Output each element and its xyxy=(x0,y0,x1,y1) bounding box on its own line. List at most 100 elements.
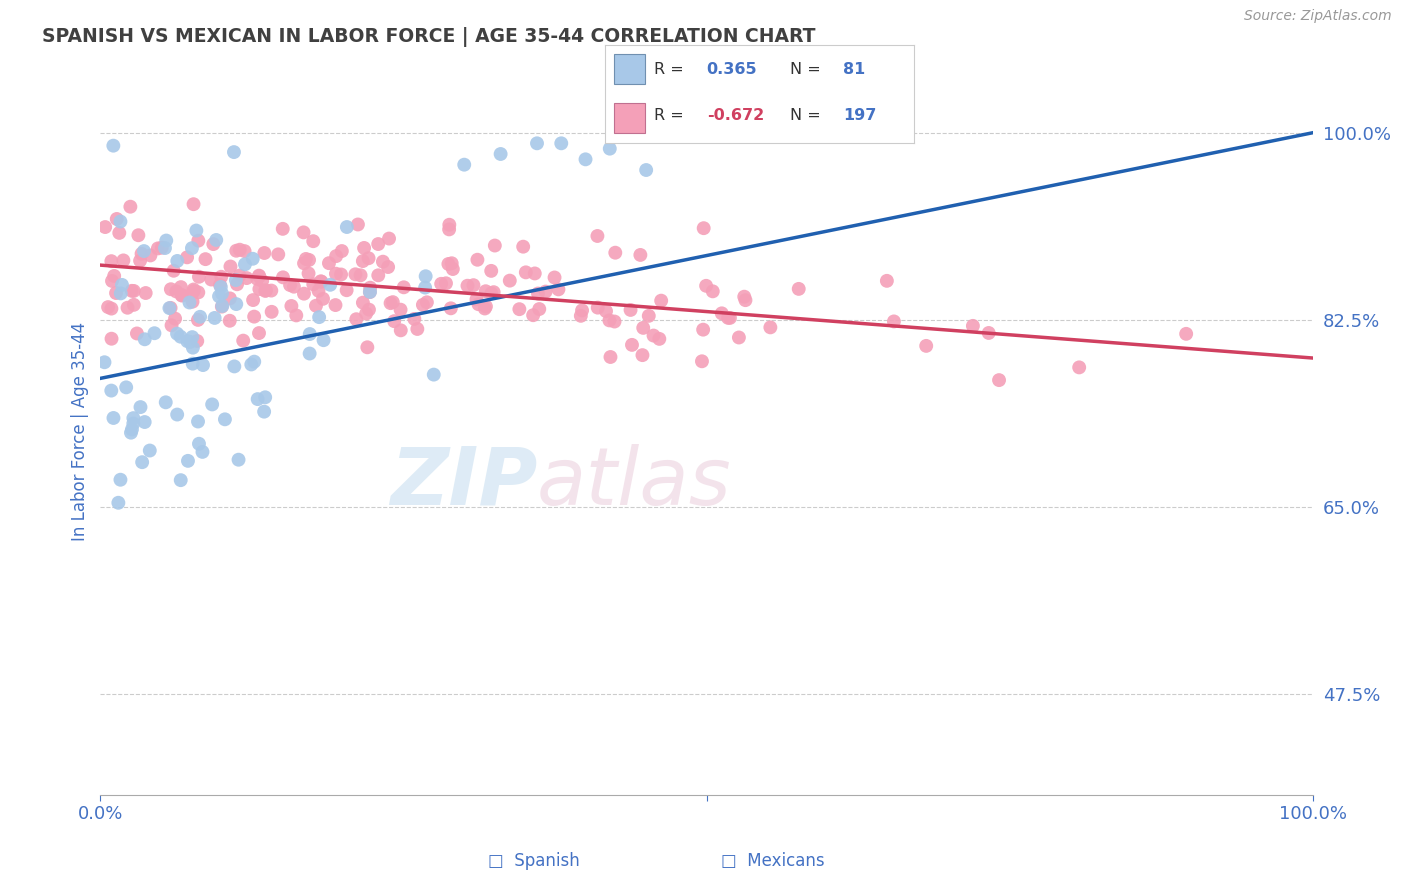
Point xyxy=(392,280,415,294)
Point xyxy=(474,301,496,316)
Point xyxy=(209,280,232,294)
Point xyxy=(367,237,389,252)
Point xyxy=(728,330,751,344)
Point xyxy=(181,330,204,344)
Point xyxy=(515,265,537,279)
Point xyxy=(382,314,405,328)
Point xyxy=(636,163,658,178)
Point xyxy=(247,269,270,284)
Point xyxy=(150,241,173,255)
Point xyxy=(479,286,502,301)
Point xyxy=(330,268,353,282)
Point xyxy=(132,244,155,258)
Point xyxy=(101,274,124,288)
Point xyxy=(637,309,659,323)
Point xyxy=(153,241,176,255)
Point xyxy=(977,326,1000,340)
Point xyxy=(260,284,283,298)
Point xyxy=(648,332,671,346)
Point xyxy=(353,241,375,255)
Point xyxy=(135,285,157,300)
Point xyxy=(344,268,367,282)
Point xyxy=(222,145,245,160)
Point xyxy=(599,350,621,364)
Point xyxy=(423,368,446,382)
Point xyxy=(359,285,381,299)
Point xyxy=(170,288,193,302)
Point xyxy=(103,411,125,425)
Point xyxy=(240,358,263,372)
Point xyxy=(160,318,183,333)
Point xyxy=(586,229,609,244)
Point xyxy=(550,136,572,151)
Point xyxy=(733,290,755,304)
Point xyxy=(131,455,153,469)
Text: Source: ZipAtlas.com: Source: ZipAtlas.com xyxy=(1244,9,1392,23)
Point xyxy=(467,297,489,311)
Point xyxy=(489,147,512,161)
Point xyxy=(441,262,464,277)
Point xyxy=(415,269,437,284)
Point xyxy=(93,355,115,369)
Point xyxy=(177,454,200,468)
Point xyxy=(499,274,522,288)
Point xyxy=(357,302,380,317)
Point xyxy=(430,277,453,291)
Point xyxy=(482,285,505,300)
Point xyxy=(631,348,654,362)
Point xyxy=(202,237,225,252)
Point xyxy=(598,313,620,327)
Point xyxy=(377,260,399,274)
Point xyxy=(187,313,209,327)
Point xyxy=(547,282,569,296)
Point xyxy=(412,298,434,312)
Point xyxy=(129,400,152,414)
Point xyxy=(200,272,222,286)
Point xyxy=(183,284,205,298)
Point xyxy=(883,314,905,328)
Point xyxy=(352,295,374,310)
Point xyxy=(440,256,463,270)
Point xyxy=(181,294,204,309)
Point xyxy=(650,293,672,308)
Point xyxy=(254,284,277,298)
Point xyxy=(112,253,135,268)
Bar xyxy=(614,103,645,133)
Point xyxy=(166,326,188,341)
Point xyxy=(211,299,233,313)
Point xyxy=(134,332,156,346)
Point xyxy=(100,301,122,316)
Point xyxy=(131,246,153,260)
Point xyxy=(188,436,211,450)
Point xyxy=(267,247,290,261)
Point xyxy=(122,298,145,312)
Text: ZIP: ZIP xyxy=(389,443,537,522)
Point xyxy=(434,277,457,291)
Point xyxy=(605,245,627,260)
Point xyxy=(378,231,401,245)
Point xyxy=(105,286,128,301)
Text: R =: R = xyxy=(654,62,683,77)
Point xyxy=(404,312,426,326)
Point xyxy=(271,270,294,285)
Point xyxy=(188,310,211,324)
Text: 81: 81 xyxy=(842,62,865,77)
Text: □  Spanish: □ Spanish xyxy=(488,852,581,870)
Point xyxy=(349,268,371,283)
Point xyxy=(312,292,335,306)
Point xyxy=(702,285,724,299)
Point xyxy=(463,278,485,293)
Point xyxy=(354,307,377,321)
Point xyxy=(176,334,198,348)
Point xyxy=(527,286,550,301)
Point xyxy=(247,326,270,340)
Point xyxy=(134,415,156,429)
Point xyxy=(191,358,214,372)
Point xyxy=(285,309,308,323)
Point xyxy=(356,340,378,354)
Point xyxy=(170,280,193,294)
Point xyxy=(312,333,335,347)
Point xyxy=(292,256,315,270)
Point xyxy=(330,244,353,258)
Point xyxy=(108,226,131,240)
